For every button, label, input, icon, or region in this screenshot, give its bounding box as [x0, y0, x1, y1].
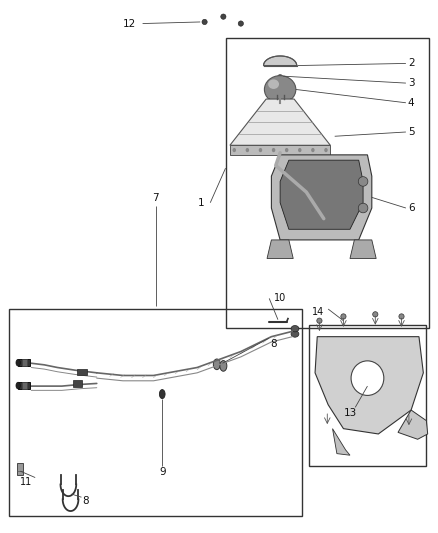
Text: 6: 6: [408, 203, 414, 213]
Ellipse shape: [341, 314, 346, 319]
Bar: [10, 309, 302, 516]
Bar: [77, 368, 87, 375]
Ellipse shape: [238, 21, 244, 26]
Bar: [73, 380, 82, 386]
Text: 8: 8: [82, 496, 89, 506]
Ellipse shape: [16, 382, 20, 389]
Ellipse shape: [285, 148, 288, 152]
Ellipse shape: [259, 148, 262, 152]
Polygon shape: [350, 240, 376, 259]
Polygon shape: [280, 160, 363, 229]
Ellipse shape: [373, 312, 378, 317]
Polygon shape: [264, 56, 297, 66]
Ellipse shape: [246, 148, 249, 152]
Polygon shape: [267, 240, 293, 259]
Bar: [230, 146, 330, 155]
Ellipse shape: [265, 76, 296, 103]
Ellipse shape: [278, 75, 283, 78]
Polygon shape: [272, 155, 372, 240]
Ellipse shape: [351, 361, 384, 395]
Bar: [18, 359, 30, 367]
Text: 3: 3: [408, 78, 414, 88]
Ellipse shape: [202, 19, 207, 25]
Text: 5: 5: [408, 127, 414, 137]
Ellipse shape: [317, 318, 322, 324]
Ellipse shape: [324, 148, 328, 152]
Bar: [308, 325, 426, 466]
Bar: [21, 382, 27, 389]
Bar: [21, 359, 27, 367]
Ellipse shape: [358, 203, 368, 213]
Bar: [226, 38, 428, 328]
Text: 10: 10: [274, 293, 286, 303]
Ellipse shape: [311, 148, 314, 152]
Ellipse shape: [220, 361, 227, 371]
Ellipse shape: [221, 14, 226, 19]
Polygon shape: [230, 99, 330, 146]
Text: 8: 8: [271, 338, 277, 349]
Polygon shape: [398, 410, 427, 439]
Text: 11: 11: [19, 477, 32, 487]
Text: 9: 9: [159, 467, 166, 477]
Bar: [18, 382, 30, 389]
Text: 2: 2: [408, 59, 414, 68]
Ellipse shape: [233, 148, 236, 152]
Text: 1: 1: [198, 198, 205, 208]
Ellipse shape: [291, 331, 299, 337]
Polygon shape: [315, 337, 424, 434]
Ellipse shape: [272, 148, 276, 152]
Bar: [17, 463, 23, 475]
Text: 14: 14: [312, 306, 325, 317]
Ellipse shape: [16, 359, 20, 366]
Text: 7: 7: [152, 193, 159, 204]
Ellipse shape: [291, 326, 299, 332]
Ellipse shape: [358, 176, 368, 186]
Text: 12: 12: [123, 19, 136, 29]
Ellipse shape: [268, 79, 279, 89]
Ellipse shape: [213, 359, 220, 369]
Text: 13: 13: [343, 408, 357, 418]
Ellipse shape: [399, 314, 404, 319]
Polygon shape: [332, 429, 350, 455]
Text: 4: 4: [408, 98, 414, 108]
Ellipse shape: [298, 148, 301, 152]
Ellipse shape: [159, 390, 165, 399]
